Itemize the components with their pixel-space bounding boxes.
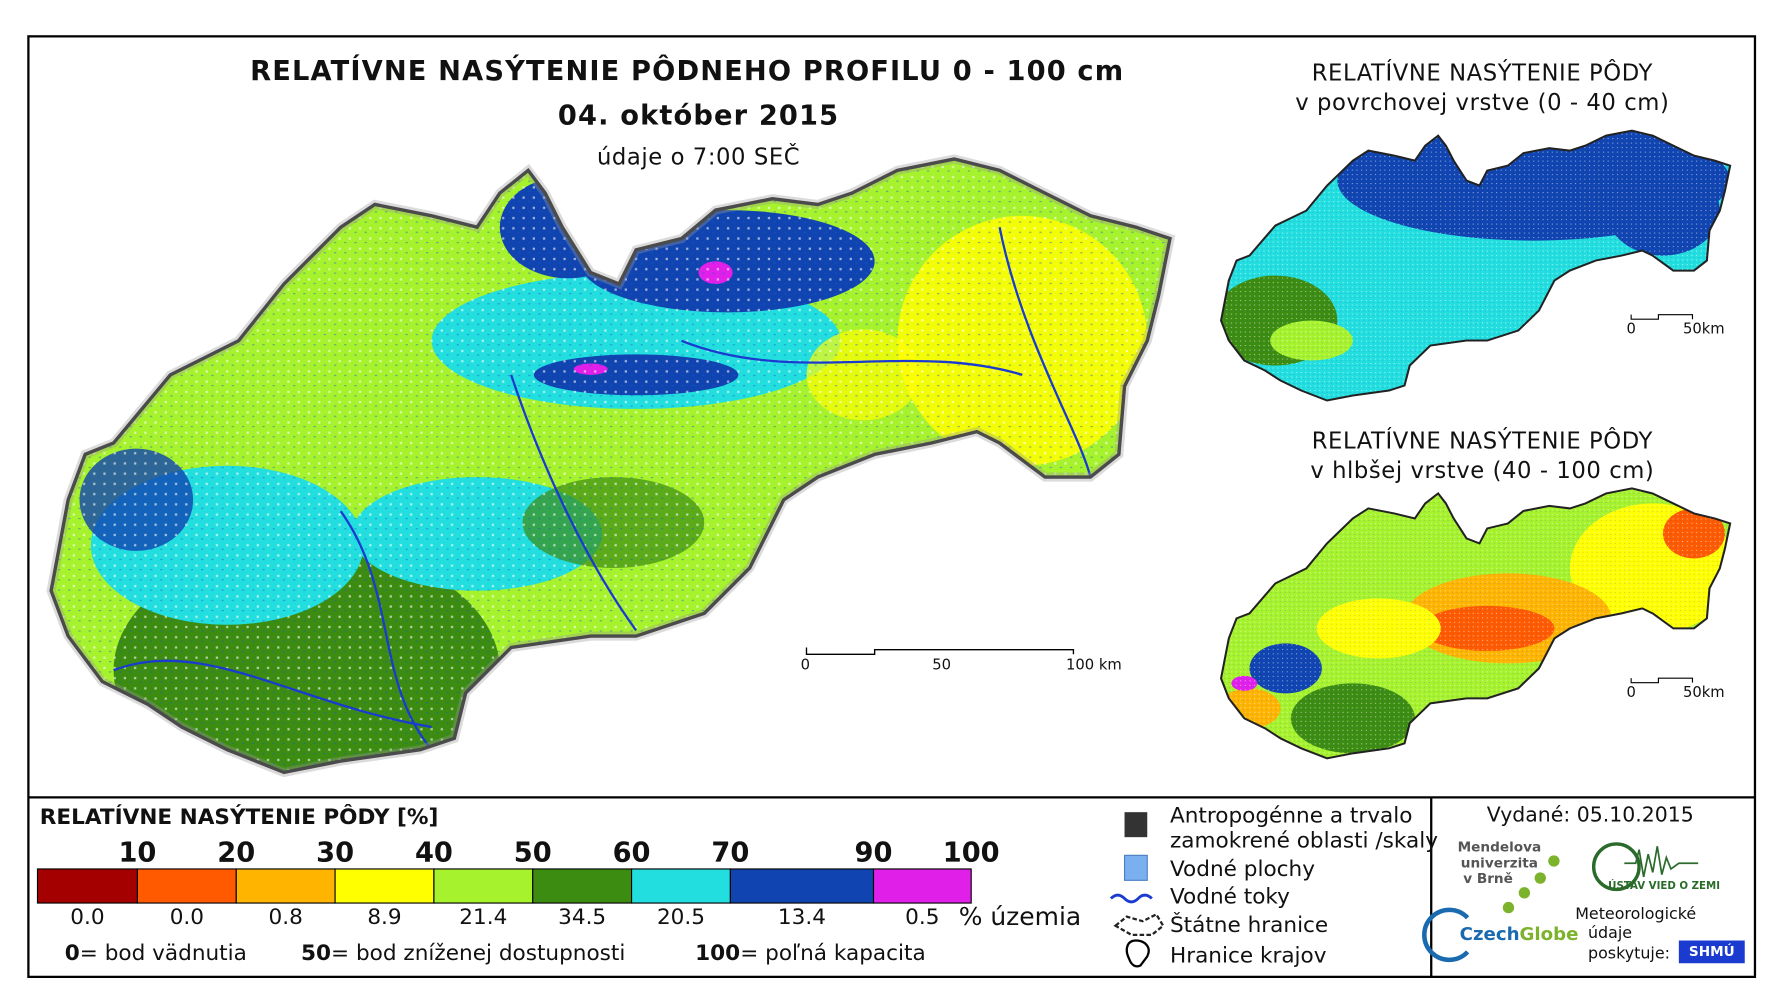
time-note: údaje o 7:00 SEČ (597, 142, 800, 170)
note-text: = bod zníženej dostupnosti (331, 941, 625, 966)
scale-label: 0 (801, 657, 810, 674)
logo-text: v Brně (1463, 871, 1513, 887)
logo-text: Czech (1460, 924, 1520, 945)
symbol-label: Vodné plochy (1170, 857, 1315, 882)
provider: poskytuje: (1588, 944, 1670, 963)
scale-label: 50 (932, 657, 951, 674)
legend: 0.0 0.0 0.8 8.9 21.4 34.5 20.5 13.4 0.5 10 20 30 40 5… (36, 838, 1000, 930)
legend-threshold: 30 (316, 838, 354, 869)
scale-label: 0 (1626, 684, 1635, 701)
note-value: 50 (301, 941, 331, 966)
legend-title: RELATÍVNE NASÝTENIE PÔDY [%] (40, 804, 439, 830)
legend-swatch (729, 868, 875, 904)
legend-threshold: 20 (217, 838, 255, 869)
date: 04. október 2015 (558, 100, 839, 131)
symbol-label: zamokrené oblasti /skaly (1170, 829, 1438, 854)
legend-share: 0.0 (70, 905, 104, 930)
legend-share: 0.8 (269, 905, 303, 930)
legend-note: 100= poľná kapacita (695, 941, 926, 966)
legend-share: 0.0 (170, 905, 204, 930)
title: RELATÍVNE NASÝTENIE PÔDNEHO PROFILU 0 - … (250, 55, 1124, 87)
legend-swatch (235, 868, 336, 904)
legend-share: 0.5 (905, 905, 939, 930)
logo-text: CzechGlobe (1460, 924, 1579, 945)
legend-threshold: 90 (855, 838, 893, 869)
inset-title: RELATÍVNE NASÝTENIE PÔDY (1312, 426, 1653, 454)
legend-threshold: 60 (613, 838, 651, 869)
logo-text: ÚSTAV VIED O ZEMI (1608, 879, 1720, 892)
note-value: 100 (695, 941, 740, 966)
legend-swatch (36, 868, 139, 904)
legend-swatch (872, 868, 972, 904)
scale-bar (1630, 314, 1694, 320)
note-text: = bod vädnutia (80, 941, 247, 966)
symbol-icon (1124, 812, 1148, 838)
scale-bar (1630, 677, 1694, 684)
legend-share: 8.9 (367, 905, 401, 930)
legend-share: 13.4 (778, 905, 826, 930)
inset-title: v povrchovej vrstve (0 - 40 cm) (1295, 90, 1669, 116)
legend-notes: 0= bod vädnutia 50= bod zníženej dostupno… (65, 941, 926, 966)
legend-swatch (433, 868, 534, 904)
issued: Vydané: 05.10.2015 (1487, 803, 1694, 827)
legend-threshold: 100 (943, 838, 1000, 869)
note-text: = poľná kapacita (740, 941, 926, 966)
scale-label: 50km (1683, 684, 1725, 701)
scale-label: 50km (1683, 320, 1725, 337)
legend-swatch (334, 868, 435, 904)
legend-share: 34.5 (558, 905, 606, 930)
symbol-icon (1125, 939, 1150, 968)
logo-text: Mendelova (1458, 839, 1542, 855)
legend-swatch (532, 868, 633, 904)
symbol-label: Hranice krajov (1170, 943, 1327, 968)
scale-bar: 0 50 100 km (801, 647, 1122, 674)
symbol-icon (1109, 893, 1153, 904)
legend-swatch (630, 868, 731, 904)
symbol-label: Antropogénne a trvalo (1170, 804, 1412, 829)
credits: Vydané: 05.10.2015 Mendelova univerzita … (1422, 803, 1745, 964)
logo-text: Globe (1520, 924, 1579, 945)
legend-threshold: 40 (415, 838, 453, 869)
symbol-label: Štátne hranice (1170, 912, 1328, 938)
logo-text: univerzita (1461, 855, 1538, 871)
symbol-label: Vodné toky (1170, 884, 1290, 909)
legend-share: 21.4 (459, 905, 507, 930)
note-value: 0 (65, 941, 80, 966)
provider: Meteorologické (1575, 904, 1696, 923)
scale-label: 0 (1626, 320, 1635, 337)
legend-note: 0= bod vädnutia (65, 941, 247, 966)
legend-threshold: 10 (118, 838, 156, 869)
legend-note: 50= bod zníženej dostupnosti (301, 941, 625, 966)
logo-text: SHMÚ (1689, 942, 1735, 960)
legend-share: 20.5 (657, 905, 705, 930)
legend-swatch (136, 868, 237, 904)
inset-title: RELATÍVNE NASÝTENIE PÔDY (1312, 58, 1653, 86)
symbol-icon (1123, 854, 1148, 881)
legend-threshold: 50 (514, 838, 552, 869)
scale-label: 100 km (1066, 657, 1122, 674)
share-unit: % územia (959, 902, 1082, 931)
inset-title: v hlbšej vrstve (40 - 100 cm) (1310, 458, 1654, 484)
legend-threshold: 70 (711, 838, 749, 869)
logo (1678, 940, 1745, 964)
provider: údaje (1588, 923, 1632, 942)
symbol-icon (1113, 912, 1165, 936)
